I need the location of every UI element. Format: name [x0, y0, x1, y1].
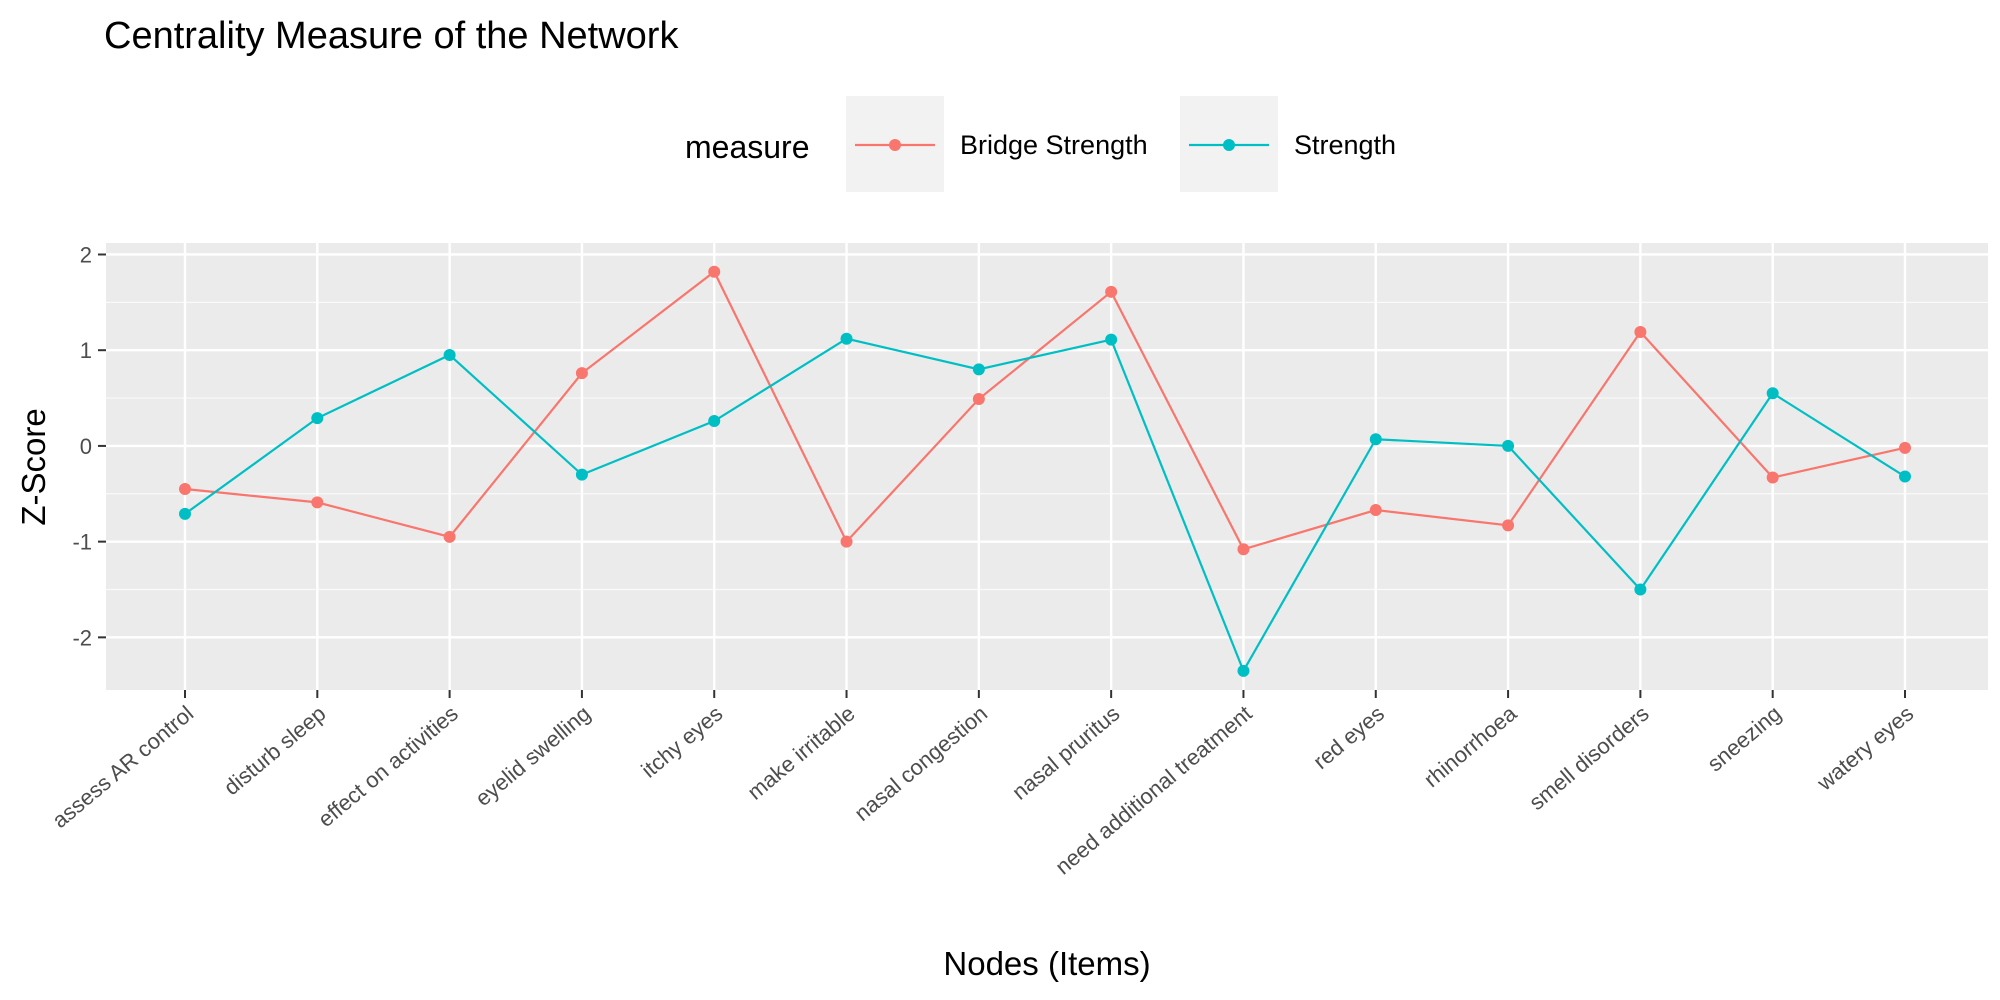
- data-point-bridge-strength: [1237, 543, 1250, 556]
- legend-label-strength: Strength: [1294, 130, 1396, 160]
- x-tick-label: nasal pruritus: [1007, 701, 1124, 805]
- data-point-bridge-strength: [179, 482, 191, 495]
- legend-key-point: [889, 139, 901, 151]
- y-axis-title: Z-Score: [15, 408, 52, 525]
- x-tick-label: disturb sleep: [219, 701, 331, 800]
- y-tick-label: 0: [80, 434, 92, 459]
- y-tick-label: -1: [72, 530, 92, 555]
- x-tick-label: rhinorrhoea: [1419, 700, 1522, 792]
- data-point-strength: [972, 363, 985, 376]
- data-point-bridge-strength: [1502, 519, 1515, 532]
- legend-key-strength: [1189, 139, 1269, 151]
- y-tick-label: 1: [80, 338, 92, 363]
- y-axis: 2 1 0 -1 -2: [72, 242, 106, 650]
- series-layer: [179, 265, 1911, 677]
- chart-title: Centrality Measure of the Network: [104, 15, 679, 57]
- data-point-strength: [1634, 583, 1647, 596]
- plot-panel: [106, 243, 1988, 690]
- legend: measure Bridge Strength Strength: [685, 96, 1396, 192]
- x-tick-label: make irritable: [743, 701, 860, 805]
- data-point-strength: [575, 468, 588, 481]
- data-point-bridge-strength: [1634, 326, 1647, 339]
- x-tick-label: eyelid swelling: [470, 701, 595, 811]
- data-point-strength: [708, 415, 721, 428]
- legend-key-bridge-strength: [855, 139, 935, 151]
- data-point-bridge-strength: [443, 530, 456, 543]
- series-line-strength: [184, 337, 1906, 674]
- data-point-bridge-strength: [1899, 441, 1911, 454]
- x-tick-label: smell disorders: [1524, 701, 1653, 815]
- data-point-strength: [311, 412, 324, 425]
- x-tick-label: watery eyes: [1811, 701, 1918, 796]
- data-point-strength: [443, 348, 456, 361]
- data-point-bridge-strength: [1766, 471, 1779, 484]
- data-point-bridge-strength: [708, 265, 721, 278]
- series-line-bridge-strength: [184, 270, 1906, 551]
- data-point-bridge-strength: [840, 535, 853, 548]
- grid-major-lines: [106, 243, 1988, 690]
- data-point-bridge-strength: [1369, 504, 1382, 517]
- data-point-strength: [1766, 387, 1779, 400]
- x-tick-label: assess AR control: [47, 701, 198, 833]
- data-point-bridge-strength: [311, 496, 324, 509]
- data-point-strength: [1369, 433, 1382, 446]
- x-tick-label: sneezing: [1702, 701, 1786, 777]
- data-point-strength: [1237, 664, 1250, 677]
- data-point-strength: [1899, 470, 1911, 483]
- data-point-strength: [840, 332, 853, 345]
- y-tick-label: -2: [72, 625, 92, 650]
- legend-title: measure: [685, 129, 810, 165]
- data-point-strength: [1105, 333, 1118, 346]
- data-point-bridge-strength: [1105, 285, 1118, 298]
- x-tick-label: red eyes: [1308, 701, 1389, 774]
- data-point-strength: [179, 507, 191, 520]
- data-point-bridge-strength: [575, 367, 588, 380]
- legend-key-point: [1223, 139, 1235, 151]
- x-tick-label: itchy eyes: [636, 701, 727, 783]
- grid-minor-lines: [106, 301, 1988, 591]
- legend-label-bridge-strength: Bridge Strength: [960, 130, 1148, 160]
- data-point-strength: [1502, 439, 1515, 452]
- x-tick-label: effect on activities: [313, 701, 463, 832]
- x-axis-title: Nodes (Items): [943, 945, 1150, 982]
- data-point-bridge-strength: [972, 393, 985, 406]
- y-tick-label: 2: [80, 242, 92, 267]
- x-tick-label: nasal congestion: [849, 701, 992, 826]
